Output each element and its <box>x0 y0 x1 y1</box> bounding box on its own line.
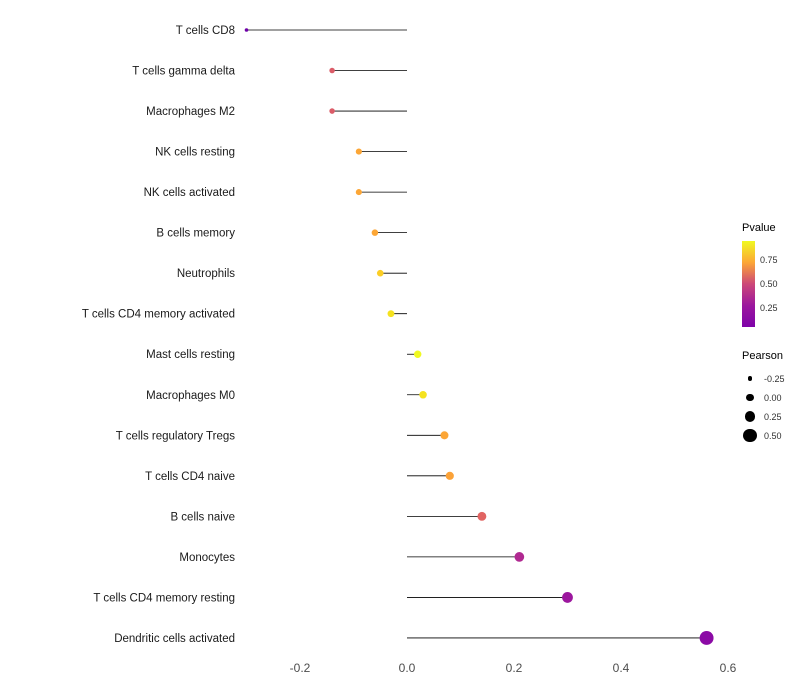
pvalue-gradient-bar <box>742 241 755 327</box>
lollipop-dot <box>371 229 379 236</box>
lollipop-dot <box>477 511 487 521</box>
category-label: NK cells activated <box>144 187 235 199</box>
lollipop-dot <box>387 310 395 318</box>
category-label: T cells CD4 memory resting <box>93 592 235 604</box>
lollipop-dot <box>244 28 249 32</box>
x-axis-tick-label: 0.6 <box>720 661 737 675</box>
category-label: T cells gamma delta <box>132 66 235 78</box>
pvalue-legend-tick: 0.50 <box>760 279 778 289</box>
pearson-legend-item: 0.00 <box>742 388 785 407</box>
category-label: B cells memory <box>156 228 235 240</box>
pvalue-legend-title: Pvalue <box>742 222 776 234</box>
category-label: NK cells resting <box>155 147 235 159</box>
pearson-legend-label: 0.00 <box>764 392 782 403</box>
category-label: Monocytes <box>179 552 235 564</box>
lollipop-dot <box>376 269 384 277</box>
pearson-legend-item: -0.25 <box>742 369 785 388</box>
x-axis-tick-label: 0.0 <box>399 661 416 675</box>
pearson-legend-dot <box>747 376 753 381</box>
category-label: Dendritic cells activated <box>114 633 235 645</box>
pearson-legend-label: 0.50 <box>764 430 782 441</box>
x-axis-tick-label: 0.2 <box>506 661 523 675</box>
category-label: B cells naive <box>170 511 235 523</box>
pvalue-gradient-wrap: 0.75 0.50 0.25 <box>742 241 800 327</box>
pearson-legend: Pearson -0.25 0.00 0.25 0.50 <box>742 350 785 445</box>
category-label: T cells CD8 <box>176 25 235 37</box>
pearson-legend-label: -0.25 <box>764 373 785 384</box>
lollipop-dot <box>355 189 362 196</box>
pearson-legend-dot <box>744 411 756 422</box>
lollipop-dot <box>355 148 362 155</box>
lollipop-dot <box>419 390 427 399</box>
pearson-legend-title: Pearson <box>742 350 783 362</box>
category-label: T cells CD4 naive <box>145 471 235 483</box>
lollipop-dot <box>445 471 454 480</box>
x-axis-tick-label: 0.4 <box>613 661 630 675</box>
pearson-legend-dot <box>746 393 754 402</box>
pearson-legend-item: 0.50 <box>742 426 785 445</box>
pearson-legend-items: -0.25 0.00 0.25 0.50 <box>742 369 785 445</box>
category-label: Neutrophils <box>177 268 235 280</box>
pearson-legend-item: 0.25 <box>742 407 785 426</box>
x-axis-tick-label: -0.2 <box>290 661 311 675</box>
lollipop-dot <box>514 552 525 562</box>
category-label: T cells CD4 memory activated <box>82 309 235 321</box>
pvalue-legend: Pvalue 0.75 0.50 0.25 <box>742 222 800 327</box>
lollipop-dot <box>699 630 714 645</box>
category-label: Macrophages M2 <box>146 106 235 118</box>
category-label: Mast cells resting <box>146 349 235 361</box>
lollipop-dot <box>329 67 335 74</box>
pvalue-legend-tick: 0.75 <box>760 254 778 265</box>
lollipop-dot <box>562 592 573 603</box>
pvalue-legend-tick: 0.25 <box>760 303 778 314</box>
category-label: Macrophages M0 <box>146 390 235 402</box>
lollipop-dot <box>413 350 422 358</box>
category-label: T cells regulatory Tregs <box>116 430 236 442</box>
pearson-legend-label: 0.25 <box>764 411 782 422</box>
lollipop-dot <box>329 108 335 114</box>
lollipop-dot <box>440 431 449 440</box>
pearson-legend-dot <box>743 428 757 443</box>
